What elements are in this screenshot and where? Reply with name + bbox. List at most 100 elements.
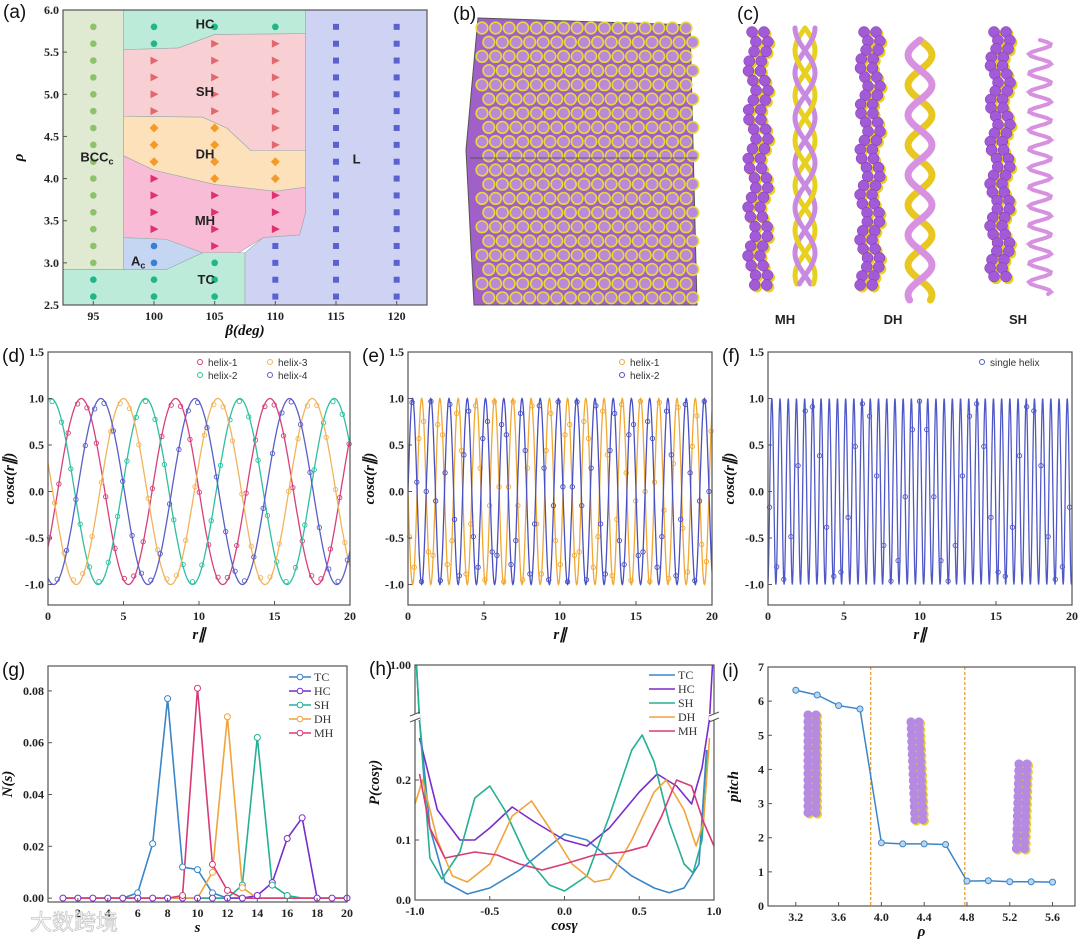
helix-column (597, 21, 612, 35)
helix-column (543, 248, 557, 262)
helix-column (658, 262, 673, 277)
helix-column (590, 206, 605, 220)
data-point-helix-3 (164, 576, 170, 582)
helix-column (631, 63, 646, 78)
marker-MH (150, 225, 159, 234)
helix-column (597, 191, 612, 205)
data-point-pitch (813, 691, 821, 699)
helix-column (509, 35, 523, 49)
structure-label: MH (775, 312, 795, 327)
x-tick-label: 3.6 (831, 910, 846, 924)
data-point-pitch (942, 841, 950, 849)
marker-L (393, 108, 400, 115)
helix-column (522, 206, 537, 220)
bead (761, 269, 774, 282)
helix-column (509, 262, 523, 277)
legend-label: MH (314, 726, 334, 740)
helix-column (604, 63, 618, 78)
helix-column (679, 220, 693, 234)
helix-column (536, 262, 550, 277)
marker-TC (150, 293, 158, 300)
bead (855, 152, 868, 165)
marker-DH (270, 174, 280, 184)
marker-SH (271, 39, 280, 48)
data-point-helix-4 (82, 442, 88, 449)
data-point-helix-2 (442, 470, 448, 476)
series-line-helix-4 (48, 397, 350, 586)
structure-label: SH (1009, 312, 1027, 327)
data-point-pitch (792, 686, 800, 694)
data-point-helix-1 (666, 576, 672, 582)
x-tick-label: 20 (1066, 609, 1078, 623)
helix-column (638, 21, 652, 35)
helix-column (509, 149, 523, 163)
marker-MH (211, 191, 220, 200)
series-line-SH (415, 664, 709, 892)
helix-column (638, 220, 652, 234)
helix-column (611, 106, 625, 120)
helix-column (597, 248, 612, 262)
x-tick-label: 100 (145, 309, 163, 323)
helix-column (556, 49, 571, 64)
helix-column (665, 106, 680, 120)
data-point-helix-2 (246, 414, 252, 420)
x-tick-label: 5 (481, 609, 487, 623)
helix-column (584, 49, 598, 64)
data-point-helix-2 (678, 516, 684, 523)
data-point-helix-2 (283, 578, 289, 585)
data-point-helix-1 (628, 577, 634, 584)
marker-SH (271, 73, 280, 82)
data-point-helix-2 (626, 432, 632, 438)
x-tick-label: 0.5 (632, 904, 647, 918)
helix-column (570, 191, 584, 205)
helix-column (679, 163, 693, 177)
helix-column (536, 291, 550, 305)
bead (803, 794, 813, 805)
data-point-pitch (835, 702, 843, 710)
axis-break (410, 714, 420, 720)
data-point-single helix (974, 401, 980, 407)
helix-column (577, 291, 591, 305)
y-tick-label: 0.00 (23, 891, 44, 905)
data-point-helix-2 (663, 408, 670, 414)
helix-column (686, 120, 700, 134)
helix-column (529, 78, 544, 92)
data-point-helix-1 (430, 552, 436, 558)
helix-column (638, 135, 652, 149)
legend-label: HC (314, 684, 331, 698)
helix-column (652, 78, 666, 92)
helix-column (584, 135, 598, 149)
helix-column (577, 35, 591, 49)
helix-column (638, 163, 652, 177)
data-point-single helix (995, 569, 1001, 575)
data-point-helix-4 (157, 551, 163, 557)
data-point-helix-1 (689, 443, 695, 450)
data-point-helix-1 (262, 403, 268, 410)
legend-label: MH (678, 724, 698, 738)
panel-label: (f) (722, 346, 740, 367)
helix-column (584, 21, 598, 35)
helix-column (584, 248, 598, 262)
marker-SH (271, 140, 280, 149)
data-point-helix-2 (612, 410, 618, 417)
x-tick-label: 15 (990, 609, 1002, 623)
data-point-helix-2 (635, 552, 641, 558)
helix-column (475, 191, 489, 205)
bead (760, 172, 773, 184)
helix-column (502, 21, 516, 35)
data-point-HC (298, 814, 306, 822)
data-point-helix-2 (475, 564, 481, 570)
data-point-helix-1 (449, 538, 455, 544)
helix-column (679, 78, 693, 92)
marker-L (333, 108, 339, 115)
data-point-helix-2 (217, 462, 224, 469)
helix-column (489, 277, 503, 291)
helix-column (597, 106, 612, 120)
data-point-helix-3 (201, 432, 208, 438)
helix-column (604, 206, 618, 220)
marker-L (333, 57, 339, 64)
y-axis-label: P(cosγ) (367, 760, 383, 805)
legend-marker (296, 673, 304, 681)
helix-column (604, 234, 618, 248)
y-tick-label: 7 (758, 660, 764, 674)
